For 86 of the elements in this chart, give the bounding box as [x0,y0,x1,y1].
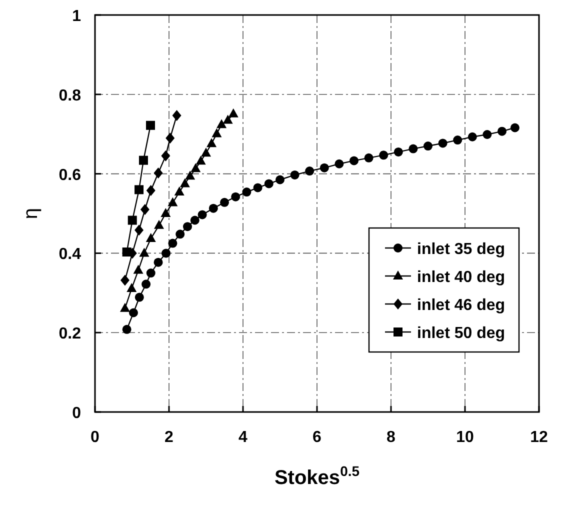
point [350,156,358,166]
legend-label: inlet 35 deg [417,241,506,258]
point [146,120,155,130]
y-tick-label: 0.8 [58,87,82,104]
point [162,248,171,258]
point [208,204,218,213]
y-tick-label: 0 [72,405,82,422]
y-tick-label: 0.2 [58,326,82,343]
x-tick-label: 4 [238,429,248,446]
point [394,147,403,156]
point [212,128,222,138]
point [206,138,217,148]
point [154,258,163,267]
point [166,132,175,144]
point [176,230,185,239]
point [128,216,137,225]
x-tick-label: 0 [90,429,100,446]
legend-label: inlet 40 deg [417,269,506,286]
point [334,159,344,168]
x-tick-label: 12 [530,429,548,446]
point [185,170,196,180]
point [468,132,477,142]
point [201,148,211,157]
point [183,222,192,232]
point [146,233,156,242]
point [154,220,164,229]
point [220,198,229,207]
point [190,163,201,172]
point [168,238,178,248]
point [180,178,190,188]
y-tick-label: 0.4 [58,246,82,264]
point [510,123,520,132]
point [120,302,130,312]
point [142,280,151,289]
point [379,150,388,160]
legend-label: inlet 46 deg [417,297,506,314]
y-tick-label: 0.6 [58,166,82,184]
point [160,208,171,217]
point [122,324,132,334]
point [364,153,374,162]
point [438,138,448,148]
point [138,156,148,165]
point [498,126,506,136]
point [228,108,238,118]
point [222,114,233,124]
x-tick-label: 8 [386,429,396,446]
point [128,308,138,318]
point [482,130,492,139]
point [264,179,274,188]
y-axis-title: η [20,208,42,220]
legend-label: inlet 50 deg [417,325,506,342]
point [146,184,156,196]
point [276,175,284,184]
point [190,216,200,225]
point [198,210,207,220]
x-axis-title: Stokes$^{0.5}$ [274,463,360,489]
point [231,192,240,202]
point [305,166,314,176]
point [320,163,329,172]
point [424,142,432,151]
point [134,292,144,302]
x-tick-label: 6 [312,429,322,446]
point [133,264,144,274]
x-tick-label: 2 [164,429,174,446]
point [242,188,252,197]
point [168,197,178,206]
x-tick-label: 10 [456,429,474,446]
y-tick-label: 1 [72,8,82,25]
point [140,204,150,216]
point [146,268,156,278]
point [453,136,462,145]
point [139,248,150,257]
point [408,144,418,154]
point [126,283,137,292]
point [290,170,300,180]
point [134,224,144,236]
point [253,183,262,192]
point [174,186,184,196]
point [154,168,163,179]
point [122,248,132,257]
point [161,150,170,162]
point [172,110,182,121]
point [216,119,227,128]
point [120,274,130,286]
point [196,156,206,165]
point [134,185,144,194]
